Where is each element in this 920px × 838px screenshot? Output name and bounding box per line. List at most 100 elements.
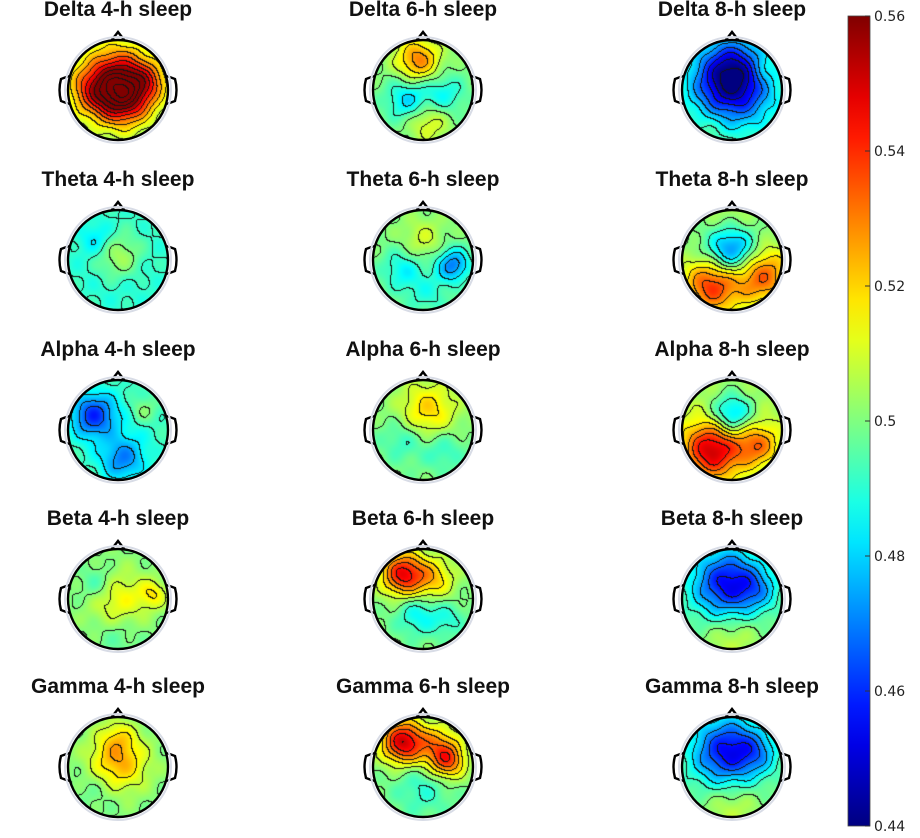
topoplot-panel: Theta 4-h sleep: [0, 168, 238, 330]
right-ear: [780, 74, 792, 106]
head-outline: [680, 715, 784, 819]
left-ear: [363, 751, 375, 783]
topoplot-panel: Gamma 4-h sleep: [0, 675, 238, 837]
scalp-heatmap: [68, 40, 168, 140]
head-outline: [680, 208, 784, 312]
head-halo: [64, 376, 172, 484]
panel-title: Beta 8-h sleep: [660, 507, 804, 530]
head-outline: [66, 715, 170, 819]
colorbar-tick-label: 0.46: [874, 684, 905, 700]
topoplot-panel: Gamma 6-h sleep: [303, 675, 543, 837]
left-ear: [363, 414, 375, 446]
colorbar-tick-label: 0.44: [874, 819, 905, 832]
scalp-map: [58, 370, 178, 484]
head-outline: [371, 208, 475, 312]
topoplot-panel: Delta 4-h sleep: [0, 0, 238, 160]
panel-title: Beta 6-h sleep: [351, 507, 495, 530]
topoplot-grid: Delta 4-h sleep Delta 6-h sleep Delta 8-h …: [0, 0, 819, 837]
right-ear: [166, 74, 178, 106]
panel-title: Theta 4-h sleep: [41, 168, 195, 191]
right-ear: [471, 74, 483, 106]
scalp-map: [672, 370, 792, 484]
scalp-heatmap: [682, 549, 782, 649]
left-ear: [672, 414, 684, 446]
head-halo: [64, 206, 172, 314]
scalp-heatmap: [68, 549, 168, 649]
scalp-map: [58, 30, 178, 144]
panel-title: Alpha 8-h sleep: [654, 338, 810, 361]
colorbar-svg: 0.44 0.46 0.48 0.5 0.52 0.54 0.56: [847, 9, 905, 835]
scalp-map: [363, 200, 483, 314]
head-outline: [371, 547, 475, 651]
head-outline: [66, 547, 170, 651]
head-outline: [680, 378, 784, 482]
topoplot-panel: Alpha 8-h sleep: [612, 338, 852, 500]
topoplot-panel: Beta 4-h sleep: [0, 507, 238, 669]
panel-title: Gamma 6-h sleep: [336, 675, 510, 698]
head-halo: [369, 206, 477, 314]
colorbar: 0.44 0.46 0.48 0.5 0.52 0.54 0.56: [846, 9, 920, 835]
left-ear: [672, 751, 684, 783]
panel-title: Alpha 4-h sleep: [40, 338, 196, 361]
right-ear: [471, 414, 483, 446]
head-outline: [66, 378, 170, 482]
colorbar-tick-label: 0.56: [874, 10, 905, 25]
topoplot-panel: Theta 6-h sleep: [303, 168, 543, 330]
right-ear: [780, 751, 792, 783]
panel-title: Beta 4-h sleep: [46, 507, 190, 530]
head-outline: [371, 715, 475, 819]
scalp-heatmap: [682, 717, 782, 817]
panel-title: Gamma 8-h sleep: [645, 675, 819, 698]
head-halo: [64, 36, 172, 144]
scalp-map: [363, 539, 483, 653]
right-ear: [166, 583, 178, 615]
head-outline: [66, 38, 170, 142]
scalp-map: [58, 539, 178, 653]
head-halo: [369, 545, 477, 653]
scalp-map: [58, 200, 178, 314]
scalp-heatmap: [68, 380, 168, 480]
colorbar-tick-label: 0.48: [874, 549, 905, 565]
panel-title: Alpha 6-h sleep: [345, 338, 501, 361]
left-ear: [363, 583, 375, 615]
head-outline: [371, 38, 475, 142]
left-ear: [58, 74, 70, 106]
head-outline: [680, 547, 784, 651]
panel-title: Delta 4-h sleep: [43, 0, 193, 21]
scalp-map: [672, 30, 792, 144]
scalp-map: [363, 707, 483, 821]
topoplot-panel: Delta 8-h sleep: [612, 0, 852, 160]
scalp-heatmap: [373, 40, 473, 140]
scalp-heatmap: [373, 380, 473, 480]
topoplot-panel: Beta 8-h sleep: [612, 507, 852, 669]
scalp-map: [672, 539, 792, 653]
panel-title: Delta 8-h sleep: [657, 0, 807, 21]
head-outline: [371, 378, 475, 482]
scalp-map: [363, 30, 483, 144]
scalp-map: [58, 707, 178, 821]
head-halo: [678, 713, 786, 821]
scalp-heatmap: [373, 717, 473, 817]
left-ear: [363, 244, 375, 276]
left-ear: [58, 751, 70, 783]
panel-title: Gamma 4-h sleep: [31, 675, 205, 698]
scalp-map: [363, 370, 483, 484]
right-ear: [780, 244, 792, 276]
left-ear: [672, 244, 684, 276]
right-ear: [471, 751, 483, 783]
right-ear: [471, 583, 483, 615]
topoplot-panel: Delta 6-h sleep: [303, 0, 543, 160]
scalp-map: [672, 707, 792, 821]
scalp-heatmap: [373, 210, 473, 310]
topoplot-panel: Alpha 6-h sleep: [303, 338, 543, 500]
right-ear: [471, 244, 483, 276]
scalp-heatmap: [68, 717, 168, 817]
head-halo: [369, 713, 477, 821]
panel-title: Delta 6-h sleep: [348, 0, 498, 21]
head-halo: [678, 206, 786, 314]
scalp-heatmap: [682, 40, 782, 140]
left-ear: [363, 74, 375, 106]
colorbar-tick-label: 0.5: [874, 414, 896, 430]
left-ear: [672, 583, 684, 615]
